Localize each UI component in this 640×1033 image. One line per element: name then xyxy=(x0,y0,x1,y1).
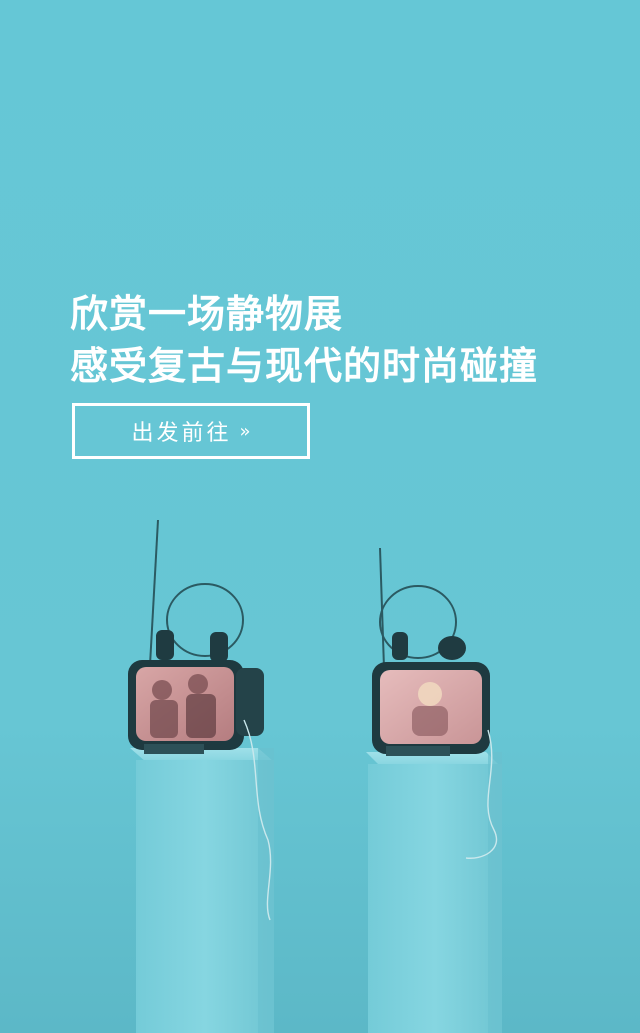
left-pedestal xyxy=(130,748,274,1033)
double-chevron-right-icon: » xyxy=(239,420,251,442)
go-now-button[interactable]: 出发前往 » xyxy=(72,403,310,459)
right-tv xyxy=(372,547,498,859)
left-tv xyxy=(128,519,272,921)
headline: 欣赏一场静物展 感受复古与现代的时尚碰撞 xyxy=(70,288,538,392)
go-now-label: 出发前往 xyxy=(131,421,232,446)
right-pedestal xyxy=(366,752,502,1033)
headline-line-1: 欣赏一场静物展 xyxy=(70,292,344,336)
headline-line-2: 感受复古与现代的时尚碰撞 xyxy=(70,344,539,388)
